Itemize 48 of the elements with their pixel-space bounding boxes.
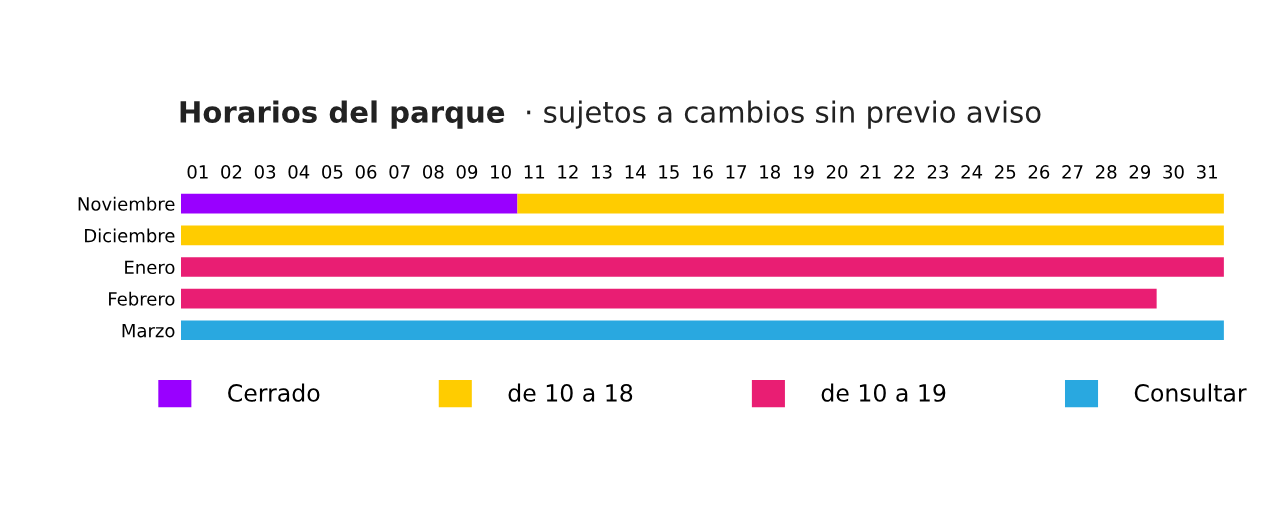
bar (180, 288, 1157, 309)
x-tick-label: 09 (456, 165, 478, 179)
x-tick-label: 07 (389, 165, 410, 179)
x-tick-label: 13 (592, 165, 612, 179)
x-tick-label: 14 (625, 165, 646, 179)
x-tick-label: 12 (558, 165, 578, 179)
y-tick-label: Enero (125, 260, 175, 275)
x-tick-label: 03 (254, 165, 276, 179)
x-tick-label: 22 (894, 165, 914, 179)
y-tick-label: Febrero (109, 291, 175, 306)
bar (517, 193, 1224, 214)
x-tick-label: 23 (927, 165, 949, 179)
y-tick-label: Marzo (122, 323, 175, 338)
x-tick-label: 15 (659, 165, 679, 179)
x-tick-label: 26 (1028, 165, 1050, 179)
x-tick-label: 28 (1096, 165, 1117, 179)
bar (180, 193, 518, 214)
x-tick-label: 25 (995, 165, 1016, 179)
x-tick-label: 31 (1197, 165, 1217, 179)
legend-label: de 10 a 18 (508, 383, 633, 402)
x-tick-label: 11 (524, 165, 545, 179)
x-tick-label: 24 (961, 165, 983, 179)
x-tick-label: 10 (491, 165, 511, 179)
legend-label: Cerrado (228, 383, 320, 402)
x-tick-label: 27 (1062, 165, 1083, 179)
x-tick-label: 16 (692, 165, 713, 179)
x-tick-label: 06 (355, 165, 377, 179)
x-tick-label: 19 (793, 165, 814, 179)
legend-label: de 10 a 19 (821, 383, 946, 402)
bar (180, 225, 1224, 246)
bar (180, 320, 1224, 341)
chart-subtitle: · sujetos a cambios sin previo aviso (527, 100, 1041, 129)
x-tick-label: 17 (726, 165, 747, 179)
x-tick-label: 20 (826, 165, 848, 179)
x-tick-label: 08 (423, 165, 444, 179)
x-tick-label: 01 (187, 165, 208, 179)
x-tick-label: 05 (322, 165, 343, 179)
x-tick-label: 02 (221, 165, 242, 179)
y-tick-label: Diciembre (85, 228, 175, 243)
y-tick-label: Noviembre (78, 196, 175, 211)
x-tick-label: 21 (860, 165, 881, 179)
x-tick-label: 18 (760, 165, 780, 179)
x-tick-label: 29 (1129, 165, 1151, 179)
x-tick-label: 30 (1163, 165, 1184, 179)
chart-title: Horarios del parque (180, 100, 505, 129)
x-tick-label: 04 (288, 165, 310, 179)
bar (180, 257, 1224, 277)
legend-label: Consultar (1134, 383, 1247, 402)
